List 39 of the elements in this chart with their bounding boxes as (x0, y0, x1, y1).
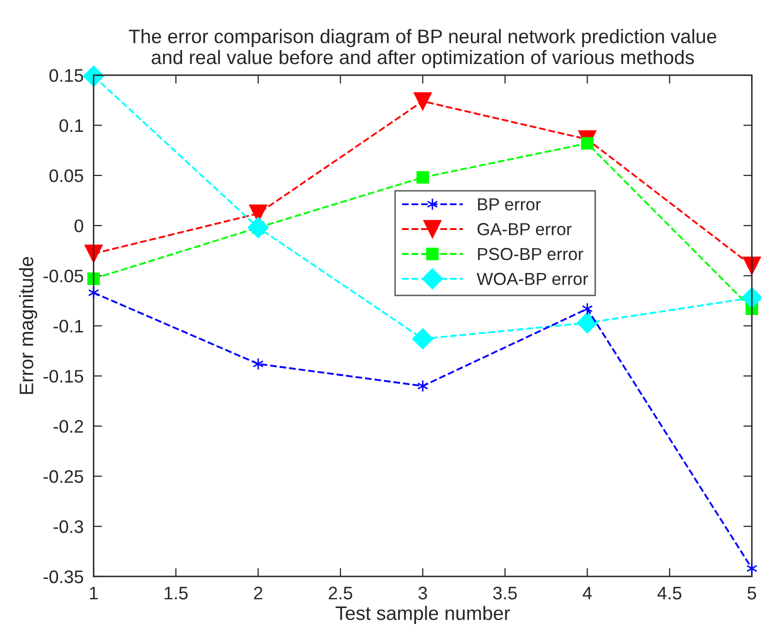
y-tick-label: -0.15 (44, 370, 84, 383)
legend-label: WOA-BP error (476, 272, 588, 286)
x-axis-title: Test sample number (336, 606, 510, 624)
y-tick-label: 0.05 (49, 169, 84, 182)
point (576, 312, 598, 334)
point (417, 380, 428, 392)
x-tick-label: 1.5 (164, 586, 188, 600)
chart-title: The error comparison diagram of BP neural network prediction value and real value before and after optimization of various methods (128, 29, 716, 68)
y-tick-label: 0.15 (49, 69, 84, 82)
point (83, 66, 104, 87)
x-tick-label: 4 (582, 586, 592, 600)
point (741, 287, 761, 308)
y-tick-label: -0.3 (54, 520, 84, 534)
y-axis-title: Error magnitude (19, 256, 38, 394)
x-tick-label: 1 (90, 586, 98, 600)
legend-label: PSO-BP error (478, 248, 584, 260)
y-tick-label: -0.25 (44, 470, 84, 483)
x-tick-label: 3 (418, 586, 427, 600)
point (252, 358, 264, 370)
x-tick-label: 5 (748, 586, 756, 600)
point (88, 286, 100, 299)
y-tick-label: 0.1 (59, 119, 83, 132)
x-tick-label: 2.5 (328, 586, 352, 600)
y-tick-label: -0.1 (54, 320, 84, 333)
point (248, 217, 269, 238)
point (581, 137, 594, 150)
legend-label: BP error (478, 198, 541, 210)
x-tick-label: 3.5 (493, 586, 517, 600)
y-tick-label: -0.05 (44, 270, 84, 282)
x-tick-label: 2 (254, 586, 262, 600)
x-tick-label: 4.5 (657, 586, 682, 600)
legend-label: GA-BP error (478, 223, 572, 236)
point (414, 92, 432, 110)
point (582, 302, 593, 316)
y-tick-label: -0.2 (54, 420, 83, 433)
y-tick-label: -0.35 (44, 570, 84, 584)
point (412, 328, 434, 350)
point (416, 171, 429, 184)
y-tick-label: 0 (74, 219, 84, 232)
